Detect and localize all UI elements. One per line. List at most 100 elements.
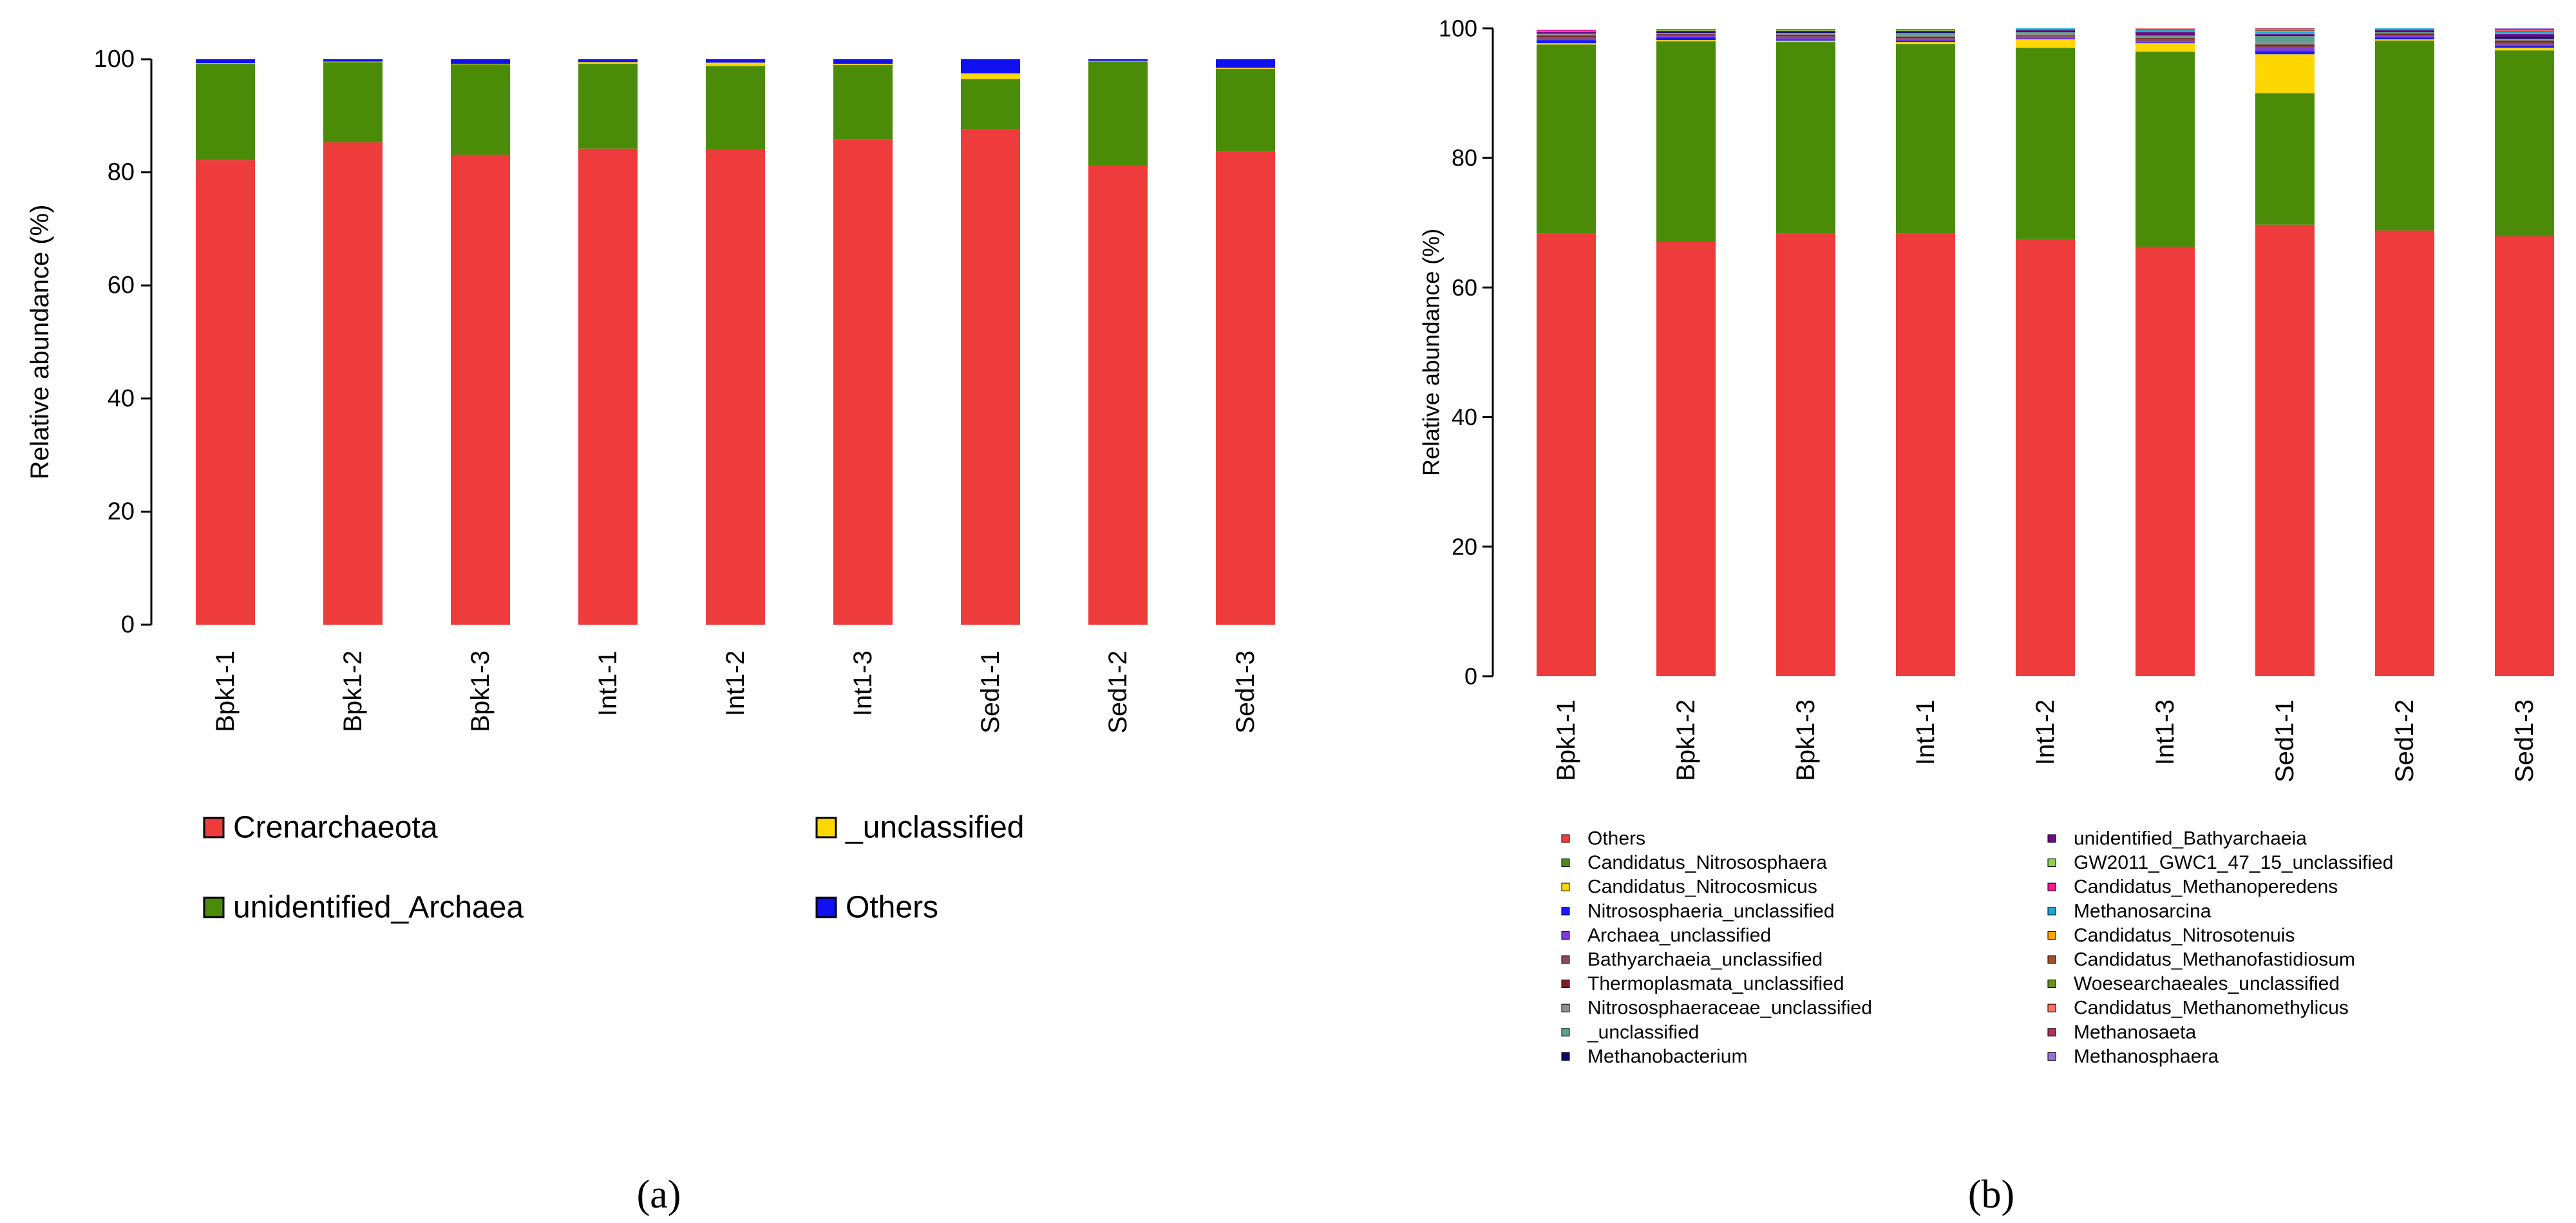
bar-segment	[1656, 29, 1716, 30]
bar-segment	[2495, 236, 2554, 676]
bar-segment	[1776, 233, 1835, 677]
bar-segment	[1896, 30, 1955, 32]
bar-segment	[1776, 29, 1835, 30]
bar-segment	[1776, 38, 1835, 40]
bar-segment	[2255, 28, 2315, 30]
legend-label: Others	[846, 891, 938, 925]
bar-segment	[1776, 32, 1835, 33]
legend-label: Archaea_unclassified	[1587, 925, 1771, 946]
bar-segment	[196, 160, 255, 625]
legend-label: Nitrososphaeraceae_unclassified	[1587, 998, 1872, 1019]
bar-segment	[1776, 41, 1835, 43]
bar-segment	[2136, 32, 2195, 35]
legend-label: Methanosarcina	[2074, 900, 2211, 922]
legend-label: Woesearchaeales_unclassified	[2074, 973, 2340, 994]
bar-segment	[1537, 32, 1596, 33]
bar-segment	[2375, 28, 2434, 30]
legend-swatch	[1561, 907, 1570, 916]
bar-segment	[1896, 38, 1955, 40]
bar-segment	[2255, 48, 2315, 52]
bar-segment	[2375, 32, 2434, 33]
bar-segment	[833, 64, 893, 65]
bar-segment	[2495, 50, 2554, 236]
bar-segment	[2016, 39, 2075, 48]
x-tick-label: Sed1-3	[1231, 650, 1260, 734]
bar-segment	[2495, 33, 2554, 35]
x-tick-label: Sed1-3	[2510, 699, 2539, 782]
panel-label: (a)	[637, 1173, 681, 1217]
bar-segment	[2495, 32, 2554, 33]
bar-segment	[1088, 61, 1148, 166]
legend-label: Methanosphaera	[2074, 1046, 2219, 1067]
legend-swatch	[1561, 1028, 1570, 1037]
legend-swatch	[815, 817, 837, 839]
bar-segment	[2016, 28, 2075, 30]
bar-segment	[1656, 41, 1716, 242]
bar-segment	[2016, 48, 2075, 239]
x-tick-label: Sed1-2	[2391, 699, 2419, 782]
bar-segment	[2136, 41, 2195, 43]
bar-segment	[196, 59, 255, 64]
legend-label: Others	[1587, 828, 1645, 849]
legend-swatch	[1561, 980, 1570, 989]
bar-segment	[1216, 151, 1275, 625]
x-tick-label: Sed1-1	[2271, 699, 2299, 782]
bar-segment	[1656, 30, 1716, 32]
bar-segment	[2255, 32, 2315, 33]
bar-segment	[2375, 36, 2434, 38]
legend-swatch	[2047, 882, 2056, 891]
bar-segment	[833, 139, 893, 625]
bar-segment	[2375, 29, 2434, 30]
bar-segment	[1656, 34, 1716, 35]
x-tick-label: Bpk1-3	[1792, 699, 1820, 781]
x-tick-label: Sed1-1	[976, 650, 1005, 734]
bar-segment	[2495, 31, 2554, 32]
bar-segment	[833, 59, 893, 64]
y-tick-label: 20	[108, 498, 135, 525]
bar-segment	[833, 64, 893, 140]
bar-segment	[1896, 31, 1955, 33]
legend-swatch	[815, 896, 837, 918]
bar-segment	[2255, 36, 2315, 43]
y-tick-label: 60	[1452, 274, 1477, 301]
bar-segment	[2255, 30, 2315, 32]
bar-segment	[1537, 35, 1596, 37]
bar-segment	[1537, 34, 1596, 36]
y-tick-label: 0	[1464, 663, 1477, 690]
bar-segment	[961, 59, 1020, 73]
legend-label: Thermoplasmata_unclassified	[1587, 973, 1844, 994]
bar-segment	[1896, 35, 1955, 37]
x-tick-label: Int1-1	[1911, 699, 1940, 765]
bar-segment	[2136, 52, 2195, 247]
legend-swatch	[2047, 907, 2056, 916]
legend-swatch	[1561, 834, 1570, 843]
bar-segment	[323, 142, 383, 625]
bar-segment	[2136, 30, 2195, 32]
bar-segment	[2375, 30, 2434, 32]
bar-segment	[1776, 36, 1835, 39]
bar-segment	[2136, 37, 2195, 39]
x-tick-label: Bpk1-2	[1672, 699, 1700, 781]
bar-segment	[2255, 44, 2315, 47]
bar-segment	[1656, 32, 1716, 33]
bar-segment	[1776, 42, 1835, 234]
bar-segment	[1896, 33, 1955, 36]
bar-segment	[1776, 31, 1835, 33]
legend-swatch	[1561, 1003, 1570, 1012]
bar-segment	[2495, 44, 2554, 46]
bar-segment	[2136, 28, 2195, 30]
bar-segment	[1216, 68, 1275, 69]
bar-segment	[2255, 29, 2315, 30]
bar-segment	[2495, 39, 2554, 41]
bar-segment	[2136, 247, 2195, 677]
x-tick-label: Bpk1-1	[1552, 699, 1580, 781]
legend-swatch	[2047, 834, 2056, 843]
legend-label: Candidatus_Methanomethylicus	[2074, 998, 2349, 1019]
bar-segment	[2495, 28, 2554, 30]
legend-label: Crenarchaeota	[233, 811, 438, 845]
bar-segment	[2016, 238, 2075, 676]
legend-label: Bathyarchaeia_unclassified	[1587, 949, 1823, 971]
y-tick-label: 80	[1452, 145, 1477, 171]
bar-segment	[2375, 41, 2434, 231]
x-tick-label: Int1-3	[2151, 699, 2179, 765]
